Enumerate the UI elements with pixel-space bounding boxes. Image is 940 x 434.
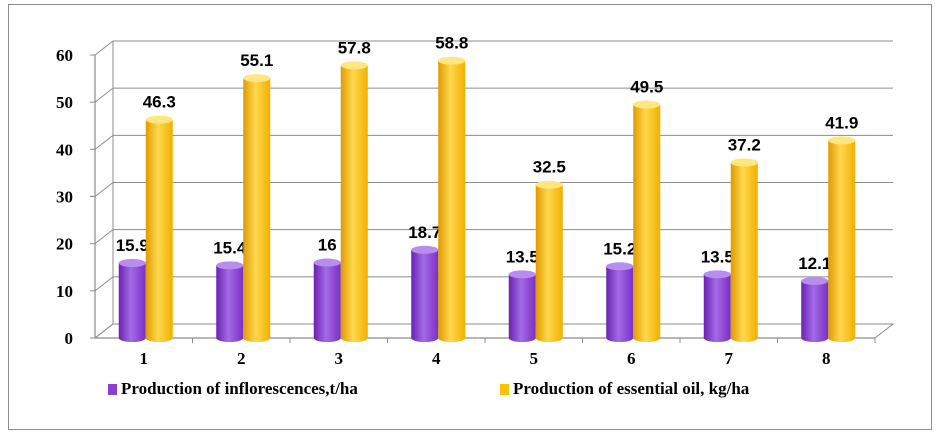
data-label: 12.1 bbox=[798, 254, 831, 273]
bar-inflorescences bbox=[216, 265, 244, 342]
data-label: 13.5 bbox=[701, 247, 734, 266]
data-label: 15.9 bbox=[116, 236, 149, 255]
bar-cap-inflorescences bbox=[118, 259, 146, 268]
bar-cap-inflorescences bbox=[801, 276, 829, 285]
y-tick-label: 60 bbox=[56, 46, 73, 65]
bar-cap-inflorescences bbox=[411, 245, 439, 254]
bar-essential-oil bbox=[828, 140, 856, 342]
bar-cap-essential-oil bbox=[145, 115, 173, 124]
bar-cap-inflorescences bbox=[313, 258, 341, 267]
data-label: 16 bbox=[318, 236, 337, 255]
y-tick-label: 30 bbox=[56, 188, 73, 207]
data-label: 18.7 bbox=[408, 223, 441, 242]
bar-cap-inflorescences bbox=[216, 261, 244, 270]
x-tick-label: 5 bbox=[530, 349, 539, 368]
x-tick-label: 7 bbox=[725, 349, 734, 368]
data-label: 37.2 bbox=[728, 136, 761, 155]
bar-essential-oil bbox=[535, 184, 563, 342]
bar-cap-inflorescences bbox=[508, 270, 536, 279]
y-tick-label: 10 bbox=[56, 282, 73, 301]
gridline-depth bbox=[94, 229, 114, 245]
y-tick-label: 50 bbox=[56, 93, 73, 112]
bar-cap-essential-oil bbox=[828, 136, 856, 145]
data-label: 57.8 bbox=[338, 38, 371, 57]
bar-cap-essential-oil bbox=[633, 100, 661, 109]
bar-inflorescences bbox=[703, 274, 731, 342]
bar-inflorescences bbox=[606, 266, 634, 342]
bar-cap-essential-oil bbox=[730, 158, 758, 167]
x-tick-label: 1 bbox=[140, 349, 149, 368]
data-label: 32.5 bbox=[533, 158, 566, 177]
gridline-depth bbox=[94, 40, 114, 56]
y-tick-label: 0 bbox=[65, 329, 74, 348]
x-tick-label: 4 bbox=[432, 349, 441, 368]
x-tick-label: 2 bbox=[237, 349, 246, 368]
y-tick-label: 40 bbox=[56, 140, 73, 159]
bar-essential-oil bbox=[633, 104, 661, 343]
x-tick-label: 3 bbox=[335, 349, 344, 368]
bar-cap-essential-oil bbox=[535, 180, 563, 189]
data-label: 58.8 bbox=[435, 34, 468, 53]
bar-essential-oil bbox=[730, 162, 758, 342]
gridline-depth bbox=[94, 276, 114, 292]
bar-essential-oil bbox=[340, 65, 368, 343]
data-label: 15.4 bbox=[213, 238, 247, 257]
legend-swatch bbox=[500, 384, 509, 395]
bar-essential-oil bbox=[243, 78, 271, 342]
data-label: 55.1 bbox=[240, 51, 273, 70]
legend-label: Production of essential oil, kg/ha bbox=[513, 379, 750, 398]
y-tick-label: 20 bbox=[56, 235, 73, 254]
data-label: 46.3 bbox=[143, 93, 176, 112]
bar-cap-inflorescences bbox=[606, 262, 634, 271]
bar-essential-oil bbox=[145, 119, 173, 342]
legend-swatch bbox=[108, 384, 117, 395]
data-label: 15.2 bbox=[603, 239, 636, 258]
bar-inflorescences bbox=[313, 262, 341, 342]
data-label: 49.5 bbox=[630, 78, 663, 97]
gridline-depth bbox=[94, 134, 114, 150]
x-tick-label: 8 bbox=[822, 349, 831, 368]
bar-cap-essential-oil bbox=[438, 56, 466, 65]
data-label: 13.5 bbox=[506, 247, 539, 266]
bar-essential-oil bbox=[438, 60, 466, 342]
bar-cap-essential-oil bbox=[243, 74, 271, 83]
x-tick-label: 6 bbox=[627, 349, 636, 368]
bar-inflorescences bbox=[508, 274, 536, 342]
bar-cap-inflorescences bbox=[703, 270, 731, 279]
gridline-depth bbox=[94, 182, 114, 197]
bar-inflorescences bbox=[801, 280, 829, 342]
bar-cap-essential-oil bbox=[340, 61, 368, 70]
data-label: 41.9 bbox=[825, 113, 858, 132]
bar-inflorescences bbox=[118, 263, 146, 342]
bar-inflorescences bbox=[411, 249, 439, 342]
gridline-depth bbox=[94, 87, 114, 103]
floor bbox=[93, 323, 895, 339]
legend-label: Production of inflorescences,t/ha bbox=[121, 379, 358, 398]
